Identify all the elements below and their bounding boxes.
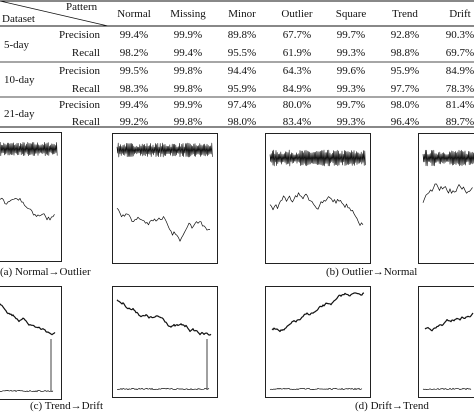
baseline-line: [269, 387, 363, 391]
table-cell: 64.3%: [283, 65, 311, 77]
panel-b-right: [418, 133, 474, 264]
header-diagonal: [0, 0, 109, 27]
col-header-square: Square: [336, 8, 367, 20]
table-cell: 95.9%: [228, 83, 256, 95]
noise-band: [422, 149, 474, 167]
header-dataset: Dataset: [2, 13, 35, 25]
thumbnail-plot: [116, 299, 212, 391]
table-cell: 99.5%: [120, 65, 148, 77]
metric-label: Recall: [72, 83, 100, 95]
col-header-missing: Missing: [170, 8, 206, 20]
table-cell: 89.8%: [228, 29, 256, 41]
panel-a-right: [112, 133, 218, 264]
col-header-drift: Drift: [449, 8, 470, 20]
series-line: [0, 303, 56, 336]
table-cell: 84.9%: [283, 83, 311, 95]
table-cell: 67.7%: [283, 29, 311, 41]
table-cell: 99.7%: [337, 29, 365, 41]
panel-b-left: [265, 133, 371, 264]
table-cell: 81.4%: [446, 99, 474, 111]
table-cell: 99.3%: [337, 83, 365, 95]
series-line: [116, 299, 212, 336]
metric-label: Precision: [59, 29, 100, 41]
metric-label: Recall: [72, 47, 100, 59]
dataset-label: 5-day: [4, 39, 30, 51]
table-cell: 98.0%: [228, 116, 256, 128]
thumbnail-plot: [116, 142, 213, 242]
thumbnail-plot: [269, 149, 366, 226]
col-header-outlier: Outlier: [281, 8, 312, 20]
results-table: Pattern Dataset Normal Missing Minor Out…: [0, 0, 474, 128]
col-header-minor: Minor: [228, 8, 256, 20]
table-cell: 94.4%: [228, 65, 256, 77]
caption-c: (c) Trend→Drift: [30, 400, 104, 412]
panel-d-right: [418, 286, 474, 398]
baseline-line: [422, 387, 472, 391]
table-cell: 78.3%: [446, 83, 474, 95]
thumbnail-plot: [0, 142, 58, 221]
series-line: [422, 183, 473, 203]
table-cell: 95.9%: [391, 65, 419, 77]
table-cell: 98.3%: [120, 83, 148, 95]
series-line: [271, 292, 365, 333]
table-cell: 99.3%: [337, 116, 365, 128]
table-cell: 99.4%: [174, 47, 202, 59]
table-cell: 99.4%: [120, 99, 148, 111]
caption-b: (b) Outlier→Normal: [326, 266, 418, 278]
table-cell: 99.8%: [174, 116, 202, 128]
noise-band: [269, 149, 366, 167]
table-cell: 98.8%: [391, 47, 419, 59]
dataset-label: 10-day: [4, 74, 35, 86]
thumbnail-plot: [269, 292, 365, 391]
series-line: [116, 208, 211, 242]
table-cell: 96.4%: [391, 116, 419, 128]
series-line: [269, 192, 364, 226]
table-cell: 99.6%: [337, 65, 365, 77]
baseline-line: [116, 387, 210, 391]
col-header-normal: Normal: [117, 8, 151, 20]
panel-c-right: [112, 286, 218, 398]
metric-label: Precision: [59, 65, 100, 77]
caption-d: (d) Drift→Trend: [355, 400, 429, 412]
caption-a: (a) Normal→Outlier: [0, 266, 91, 278]
table-cell: 97.7%: [391, 83, 419, 95]
table-cell: 99.9%: [174, 99, 202, 111]
table-cell: 95.5%: [228, 47, 256, 59]
table-cell: 99.8%: [174, 83, 202, 95]
metric-label: Precision: [59, 99, 100, 111]
noise-band: [0, 142, 58, 156]
thumbnail-plot: [0, 303, 56, 393]
table-cell: 84.9%: [446, 65, 474, 77]
table-cell: 69.7%: [446, 47, 474, 59]
thumbnail-plot: [422, 149, 474, 203]
table-cell: 98.2%: [120, 47, 148, 59]
header-pattern: Pattern: [66, 1, 98, 13]
col-header-trend: Trend: [392, 8, 418, 20]
table-cell: 99.3%: [337, 47, 365, 59]
noise-band: [116, 142, 213, 158]
table-cell: 83.4%: [283, 116, 311, 128]
dataset-label: 21-day: [4, 108, 35, 120]
panel-c-left: [0, 286, 62, 400]
table-cell: 92.8%: [391, 29, 419, 41]
table-cell: 97.4%: [228, 99, 256, 111]
table-cell: 99.4%: [120, 29, 148, 41]
table-cell: 89.7%: [446, 116, 474, 128]
table-cell: 98.0%: [391, 99, 419, 111]
panel-a-left: [0, 132, 62, 262]
table-cell: 99.2%: [120, 116, 148, 128]
table-cell: 80.0%: [283, 99, 311, 111]
table-cell: 99.7%: [337, 99, 365, 111]
table-cell: 99.8%: [174, 65, 202, 77]
table-cell: 61.9%: [283, 47, 311, 59]
baseline-line: [0, 390, 54, 393]
metric-label: Recall: [72, 116, 100, 128]
table-cell: 99.9%: [174, 29, 202, 41]
panel-d-left: [265, 286, 371, 398]
series-line: [424, 312, 474, 332]
series-line: [0, 197, 55, 221]
thumbnail-plot: [422, 312, 474, 391]
table-cell: 90.3%: [446, 29, 474, 41]
